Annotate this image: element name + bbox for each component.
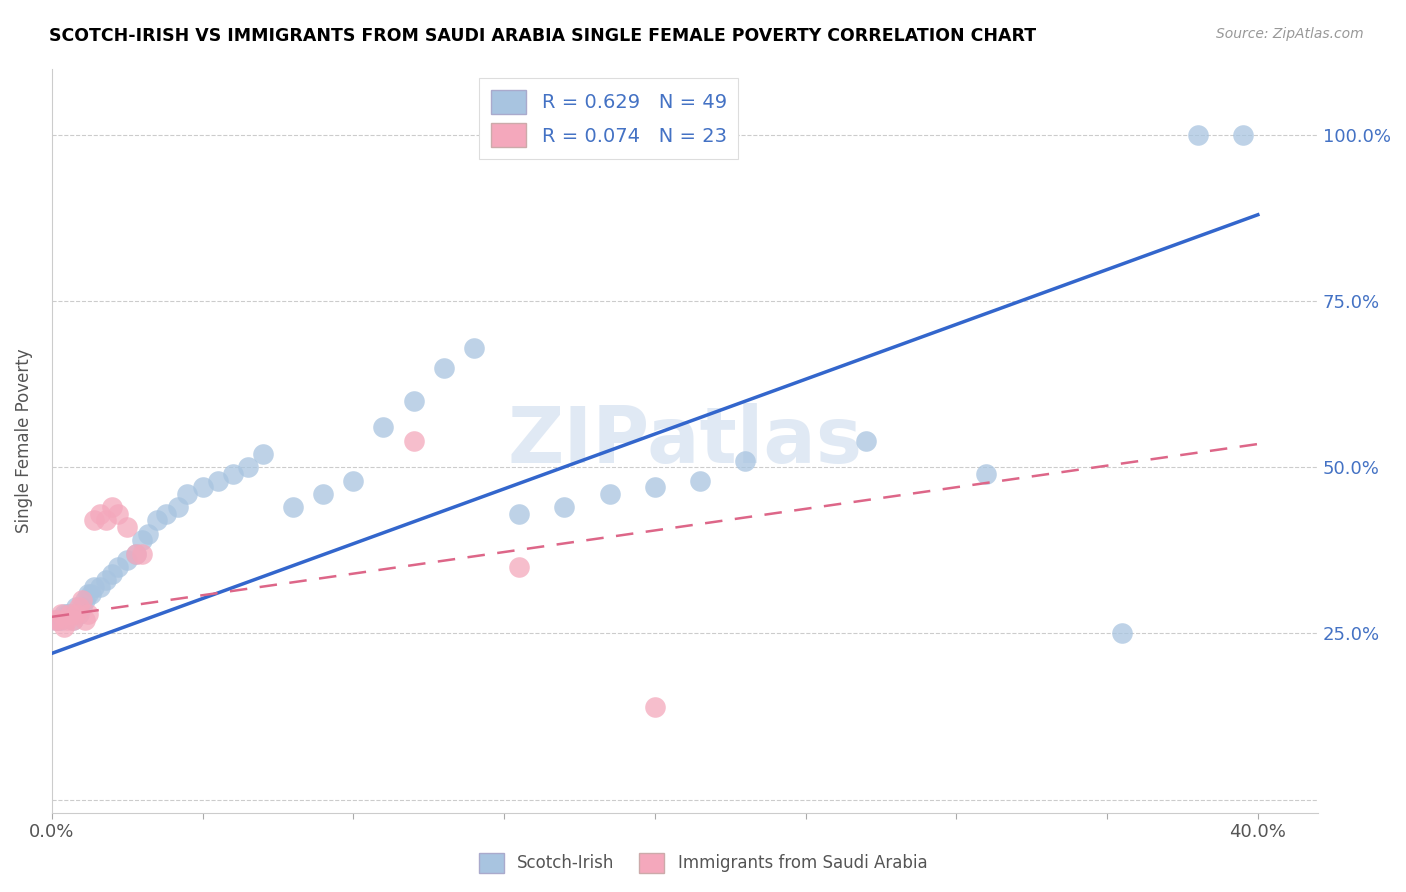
Point <box>65 607 87 621</box>
Point <box>83 580 105 594</box>
Legend: Scotch-Irish, Immigrants from Saudi Arabia: Scotch-Irish, Immigrants from Saudi Arab… <box>472 847 934 880</box>
Point <box>56 613 79 627</box>
Point <box>373 420 395 434</box>
Point <box>44 613 66 627</box>
Point <box>49 607 72 621</box>
Point <box>62 613 84 627</box>
Text: ZIPatlas: ZIPatlas <box>508 402 862 479</box>
Point <box>107 560 129 574</box>
Point <box>342 474 364 488</box>
Point <box>1187 128 1209 142</box>
Point <box>115 520 138 534</box>
Point <box>80 586 103 600</box>
Point <box>115 553 138 567</box>
Point <box>312 487 335 501</box>
Point <box>125 547 148 561</box>
Point <box>70 593 93 607</box>
Text: SCOTCH-IRISH VS IMMIGRANTS FROM SAUDI ARABIA SINGLE FEMALE POVERTY CORRELATION C: SCOTCH-IRISH VS IMMIGRANTS FROM SAUDI AR… <box>49 27 1036 45</box>
Point <box>89 507 111 521</box>
Point <box>236 460 259 475</box>
Point <box>46 613 69 627</box>
Y-axis label: Single Female Poverty: Single Female Poverty <box>15 349 32 533</box>
Point <box>508 507 530 521</box>
Point <box>46 613 69 627</box>
Point <box>49 613 72 627</box>
Point <box>207 474 229 488</box>
Point <box>67 607 90 621</box>
Point <box>167 500 190 515</box>
Point <box>599 487 621 501</box>
Point <box>155 507 177 521</box>
Point <box>89 580 111 594</box>
Point <box>56 607 79 621</box>
Point <box>644 699 666 714</box>
Point <box>131 533 153 548</box>
Point <box>976 467 998 481</box>
Point <box>855 434 877 448</box>
Point <box>77 586 100 600</box>
Point <box>94 513 117 527</box>
Point <box>252 447 274 461</box>
Point <box>402 434 425 448</box>
Point <box>508 560 530 574</box>
Point <box>136 526 159 541</box>
Point <box>125 547 148 561</box>
Point <box>734 453 756 467</box>
Point <box>52 607 75 621</box>
Point <box>463 341 485 355</box>
Legend: R = 0.629   N = 49, R = 0.074   N = 23: R = 0.629 N = 49, R = 0.074 N = 23 <box>479 78 738 159</box>
Point <box>221 467 243 481</box>
Point <box>644 480 666 494</box>
Point <box>191 480 214 494</box>
Point <box>402 393 425 408</box>
Point <box>107 507 129 521</box>
Point <box>62 613 84 627</box>
Point <box>1111 626 1133 640</box>
Point <box>73 613 96 627</box>
Point <box>146 513 169 527</box>
Point <box>131 547 153 561</box>
Point <box>73 593 96 607</box>
Point <box>83 513 105 527</box>
Point <box>101 566 124 581</box>
Point <box>281 500 304 515</box>
Point <box>433 360 456 375</box>
Point <box>52 620 75 634</box>
Point <box>59 607 82 621</box>
Point <box>65 599 87 614</box>
Point <box>176 487 198 501</box>
Point <box>689 474 711 488</box>
Point <box>59 607 82 621</box>
Point <box>44 613 66 627</box>
Point <box>553 500 575 515</box>
Point <box>94 574 117 588</box>
Point <box>67 599 90 614</box>
Point <box>70 599 93 614</box>
Text: Source: ZipAtlas.com: Source: ZipAtlas.com <box>1216 27 1364 41</box>
Point <box>77 607 100 621</box>
Point <box>1232 128 1254 142</box>
Point <box>101 500 124 515</box>
